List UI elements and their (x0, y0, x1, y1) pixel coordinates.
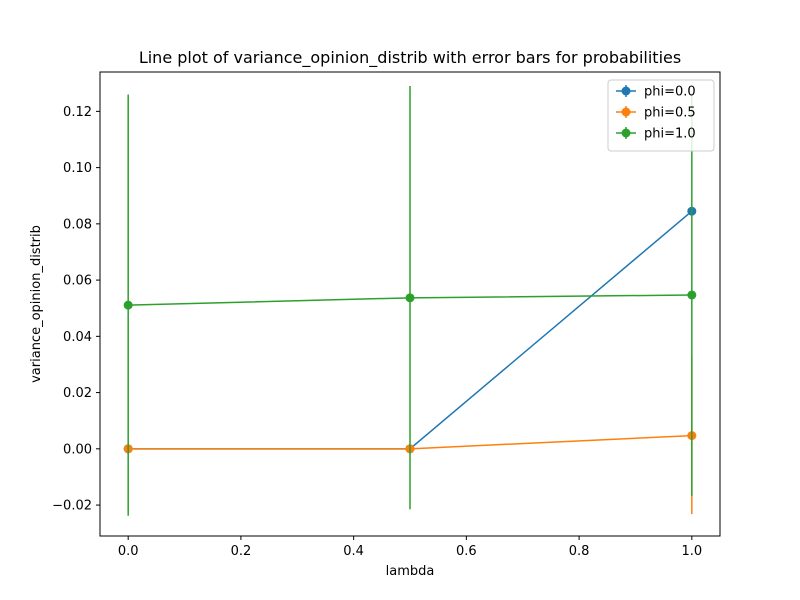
x-axis-label: lambda (386, 564, 435, 579)
x-tick-label: 0.2 (231, 544, 252, 559)
legend-marker (621, 86, 631, 96)
axes-frame (99, 71, 721, 537)
y-tick-label: 0.00 (63, 442, 92, 457)
data-point (405, 293, 415, 303)
x-tick-label: 1.0 (681, 544, 702, 559)
legend: phi=0.0 phi=0.5 phi=1.0 (607, 79, 715, 152)
x-tick-label: 0.6 (456, 544, 477, 559)
chart-title: Line plot of variance_opinion_distrib wi… (139, 48, 681, 68)
x-tick-label: 0.0 (118, 544, 139, 559)
x-tick-label: 0.8 (569, 544, 590, 559)
legend-item: phi=0.5 (616, 106, 696, 121)
y-axis: −0.02 0.00 0.02 0.04 0.06 0.08 0.10 0.12 (52, 105, 100, 514)
series-phi=1.0 (123, 86, 697, 516)
legend-label: phi=1.0 (644, 127, 696, 142)
y-tick-label: 0.12 (63, 105, 92, 120)
legend-label: phi=0.0 (644, 85, 696, 100)
legend-item: phi=0.0 (616, 85, 696, 100)
plot-area (123, 86, 697, 516)
legend-item: phi=1.0 (616, 127, 696, 142)
y-tick-label: 0.06 (63, 274, 92, 289)
y-axis-label: variance_opinion_distrib (29, 225, 44, 383)
legend-marker (621, 107, 631, 117)
legend-marker (621, 128, 631, 138)
x-tick-label: 0.4 (343, 544, 364, 559)
y-tick-label: 0.10 (63, 161, 92, 176)
y-tick-label: 0.08 (63, 217, 92, 232)
y-tick-label: 0.04 (63, 330, 92, 345)
x-axis: 0.0 0.2 0.4 0.6 0.8 1.0 (118, 536, 702, 559)
data-point (687, 290, 697, 300)
y-tick-label: 0.02 (63, 386, 92, 401)
data-point (123, 300, 133, 310)
y-tick-label: −0.02 (52, 499, 92, 514)
legend-label: phi=0.5 (644, 106, 696, 121)
